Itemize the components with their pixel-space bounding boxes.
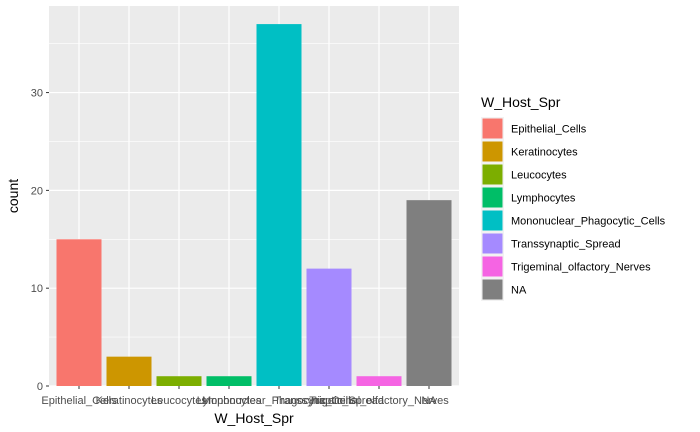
y-tick-label: 30 [31, 88, 43, 100]
y-tick-label: 20 [31, 185, 43, 197]
bar-trigeminal-olfactory-nerves [356, 376, 402, 386]
bar-keratinocytes [106, 356, 152, 386]
legend-title: W_Host_Spr [481, 94, 561, 110]
minor-gridlines [49, 43, 459, 338]
bars [56, 24, 452, 386]
x-tick-label: Epithelial_Cells [41, 395, 117, 407]
y-tick-label: 10 [31, 283, 43, 295]
y-axis-title: count [5, 179, 21, 213]
legend-swatch [482, 141, 503, 162]
legend-swatch [482, 279, 503, 300]
x-tick-label: Trigeminal_olfactory_Nerves [309, 395, 449, 407]
legend-label: Lymphocytes [511, 193, 576, 205]
x-axis: Epithelial_CellsKeratinocytesLeucocytesL… [41, 386, 449, 407]
bar-leucocytes [156, 376, 202, 386]
x-tick-label: Transsynaptic_Spread [274, 395, 384, 407]
legend-swatch [482, 187, 503, 208]
legend-label: Transsynaptic_Spread [511, 239, 621, 251]
bar-mononuclear-phagocytic-cells [256, 24, 302, 386]
legend-swatch [482, 118, 503, 139]
x-tick-label: Leucocytes [151, 395, 207, 407]
legend-swatch [482, 233, 503, 254]
legend-label: NA [511, 285, 527, 297]
legend-label: Keratinocytes [511, 147, 578, 159]
legend-swatch [482, 210, 503, 231]
y-tick-label: 0 [37, 381, 43, 393]
bar-na [406, 200, 452, 386]
legend: W_Host_Spr Epithelial_Cells Keratinocytes… [481, 94, 666, 301]
bar-lymphocytes [206, 376, 252, 386]
x-tick-label: Mononuclear_Phagocytic_Cells [202, 395, 357, 407]
legend-label: Trigeminal_olfactory_Nerves [511, 262, 651, 274]
bar-transsynaptic-spread [306, 268, 352, 386]
legend-label: Leucocytes [511, 170, 567, 182]
legend-label: Mononuclear_Phagocytic_Cells [511, 216, 666, 228]
bar-epithelial-cells [56, 239, 102, 386]
plot-panel [49, 6, 459, 386]
legend-label: Epithelial_Cells [511, 124, 587, 136]
x-tick-label: NA [421, 395, 437, 407]
x-axis-title: W_Host_Spr [214, 410, 294, 426]
x-tick-label: Keratinocytes [96, 395, 163, 407]
legend-swatch [482, 164, 503, 185]
legend-swatch [482, 256, 503, 277]
y-axis: 0 10 20 30 [31, 88, 49, 393]
x-tick-label: Lymphocytes [197, 395, 262, 407]
